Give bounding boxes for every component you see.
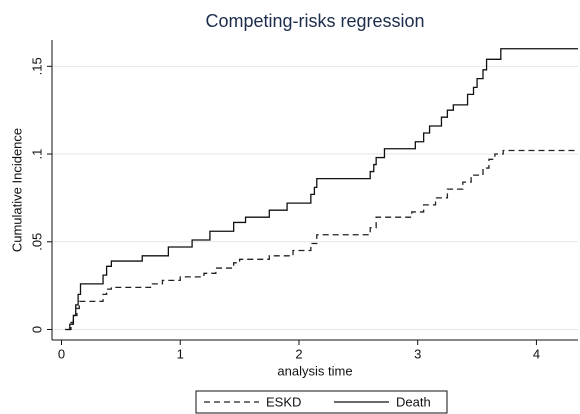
x-tick-label: 3: [414, 346, 421, 361]
line-series: [65, 48, 578, 331]
y-tick-label: .05: [29, 233, 44, 251]
legend-label: ESKD: [266, 394, 301, 409]
y-tick-label: 0: [29, 326, 44, 333]
y-tick-label: .1: [29, 149, 44, 160]
x-tick-label: 1: [177, 346, 184, 361]
legend-box: [195, 390, 448, 414]
legend: ESKD Death: [195, 390, 448, 414]
legend-label: Death: [396, 394, 431, 409]
line-series: [67, 149, 578, 331]
x-tick-label: 2: [295, 346, 302, 361]
y-tick-label: .15: [29, 57, 44, 75]
x-axis-label: analysis time: [277, 363, 352, 378]
chart-title: Competing-risks regression: [205, 11, 424, 31]
x-tick-label: 0: [58, 346, 65, 361]
y-axis-label: Cumulative Incidence: [9, 128, 24, 252]
x-tick-label: 4: [533, 346, 540, 361]
